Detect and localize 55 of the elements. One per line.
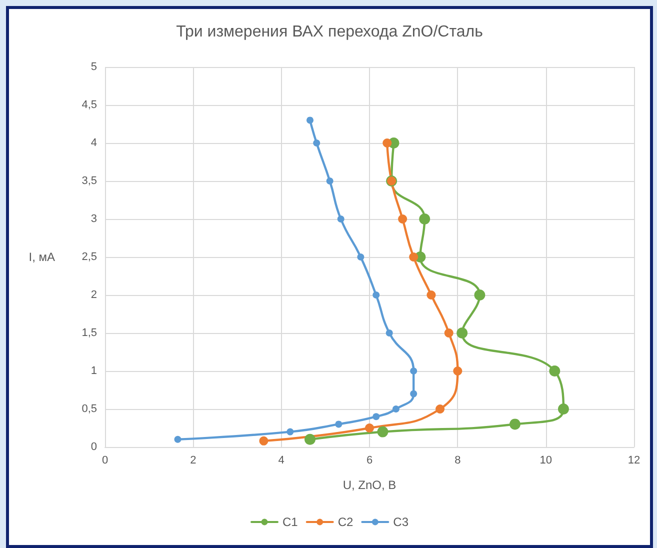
x-tick-label: 10 (540, 454, 552, 466)
chart-title: Три измерения ВАХ перехода ZnO/Сталь (176, 24, 483, 40)
point (398, 214, 408, 224)
y-tick-label: 0 (90, 441, 97, 453)
point (174, 436, 182, 443)
point (357, 254, 364, 260)
point (436, 404, 445, 414)
point (419, 214, 430, 224)
point (426, 290, 436, 300)
point (456, 328, 468, 338)
point (306, 116, 314, 124)
y-tick-label: 4 (90, 137, 97, 149)
point (453, 366, 462, 376)
point (259, 436, 268, 446)
point (337, 216, 344, 222)
x-tick-label: 2 (190, 454, 196, 466)
y-tick-label: 1 (90, 365, 97, 377)
y-tick-label: 5 (90, 61, 97, 73)
legend-label: C1 (282, 515, 298, 529)
point (286, 428, 294, 436)
point (382, 138, 392, 148)
point (392, 406, 400, 412)
point (410, 368, 418, 374)
point (386, 330, 393, 336)
point (372, 413, 380, 420)
point (372, 292, 380, 298)
legend-label: C2 (338, 515, 354, 529)
x-tick-label: 0 (102, 454, 108, 466)
point (549, 366, 560, 376)
y-tick-label: 3,5 (82, 175, 97, 187)
legend-label: C3 (393, 515, 409, 529)
y-tick-label: 3 (90, 213, 97, 225)
point (409, 252, 418, 262)
point (444, 328, 454, 338)
x-axis-title: U, ZnO, B (342, 478, 396, 492)
y-axis-title: I, мA (28, 250, 55, 264)
point (304, 434, 316, 445)
x-tick-label: 8 (454, 454, 461, 466)
y-tick-label: 2 (90, 289, 97, 301)
point (474, 290, 486, 300)
point (558, 404, 569, 414)
point (326, 178, 334, 184)
point (509, 418, 520, 430)
point (410, 390, 418, 398)
x-tick-label: 6 (366, 454, 373, 466)
point (313, 140, 320, 146)
point (377, 426, 388, 438)
y-tick-label: 1,5 (82, 327, 97, 339)
y-tick-label: 2,5 (82, 251, 97, 263)
point (335, 420, 342, 428)
x-tick-label: 4 (278, 454, 284, 466)
y-tick-label: 0,5 (82, 403, 97, 415)
x-tick-label: 12 (628, 454, 640, 466)
y-tick-label: 4,5 (82, 99, 97, 111)
point (365, 424, 374, 432)
